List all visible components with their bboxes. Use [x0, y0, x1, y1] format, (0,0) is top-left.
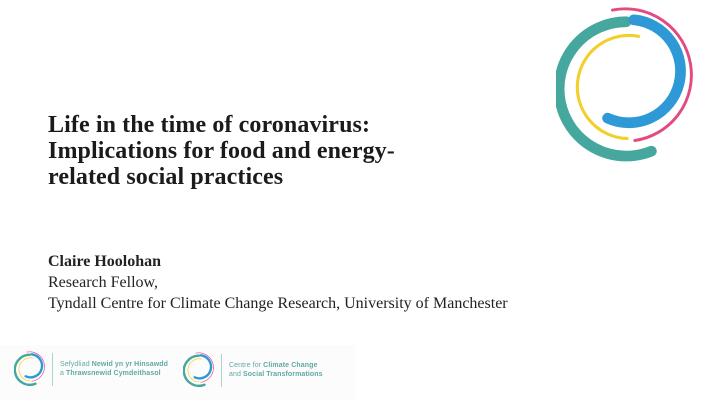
english-logo-line-2: and Social Transformations	[229, 371, 323, 378]
cast-arcs-logo-icon	[556, 5, 702, 171]
author-block: Claire Hoolohan Research Fellow, Tyndall…	[48, 251, 508, 314]
english-logo-text: Centre for Climate Change and Social Tra…	[229, 361, 323, 380]
slide-title-line-1: Life in the time of coronavirus:	[48, 112, 371, 138]
english-logo-line-1: Centre for Climate Change	[229, 361, 318, 369]
logo-divider	[221, 353, 222, 387]
cast-logo-welsh: Sefydliad Newid yn yr Hinsawdd a Thrawsn…	[14, 351, 168, 387]
author-name: Claire Hoolohan	[48, 253, 162, 270]
footer-logo-band	[0, 345, 356, 400]
logo-divider	[52, 352, 53, 386]
cast-arcs-small-icon-english	[183, 352, 215, 388]
author-affiliation: Tyndall Centre for Climate Change Resear…	[48, 295, 508, 312]
cast-arcs-small-icon-welsh	[14, 351, 46, 387]
welsh-logo-text: Sefydliad Newid yn yr Hinsawdd a Thrawsn…	[60, 360, 168, 379]
slide-title-line-3: related social practices	[48, 164, 284, 190]
slide-title: Life in the time of coronavirus: Implica…	[48, 112, 395, 190]
author-role: Research Fellow,	[48, 274, 159, 291]
cast-logo-english: Centre for Climate Change and Social Tra…	[183, 352, 323, 388]
welsh-logo-line-1: Sefydliad Newid yn yr Hinsawdd	[60, 360, 169, 368]
slide-title-line-2: Implications for food and energy-	[48, 138, 395, 164]
welsh-logo-line-2: a Thrawsnewid Cymdeithasol	[60, 370, 161, 377]
